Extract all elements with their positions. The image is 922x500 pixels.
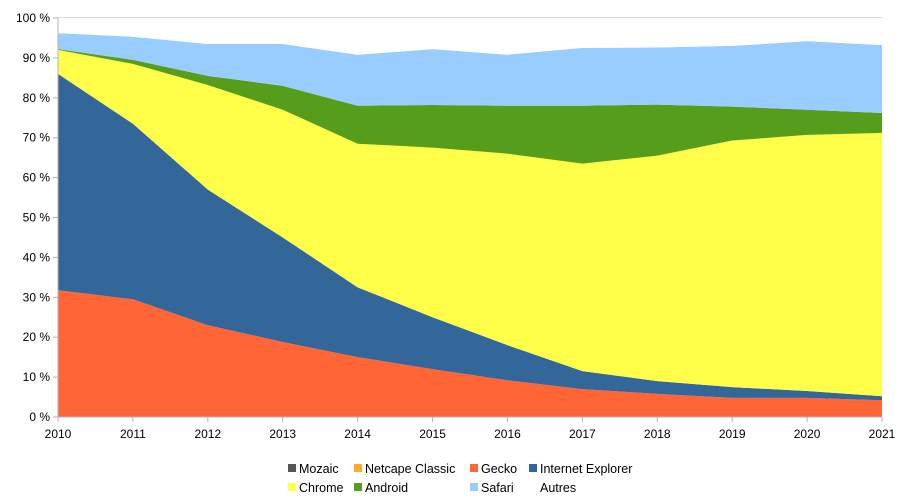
y-tick-label: 10 % [23, 370, 51, 384]
x-tick-label: 2018 [644, 427, 671, 441]
legend-swatch [529, 483, 537, 491]
legend-swatch [288, 483, 296, 491]
legend-label: Autres [540, 481, 576, 495]
x-tick-label: 2010 [45, 427, 72, 441]
y-tick-label: 30 % [23, 290, 51, 304]
y-tick-label: 60 % [23, 171, 51, 185]
x-tick-label: 2017 [569, 427, 596, 441]
y-tick-label: 80 % [23, 91, 51, 105]
x-tick-label: 2016 [494, 427, 521, 441]
x-tick-label: 2021 [869, 427, 896, 441]
legend-label: Internet Explorer [540, 462, 632, 476]
legend: Mozaic Netcape Classic Gecko Internet Explo… [288, 462, 632, 495]
x-tick-label: 2019 [719, 427, 746, 441]
x-tick-label: 2012 [194, 427, 221, 441]
legend-swatch [470, 483, 478, 491]
y-tick-label: 20 % [23, 330, 51, 344]
legend-item-safari: Safari [470, 481, 514, 495]
legend-swatch [529, 464, 537, 472]
legend-item-autres: Autres [529, 481, 576, 495]
legend-label: Netcape Classic [365, 462, 455, 476]
x-tick-label: 2014 [344, 427, 371, 441]
x-tick-label: 2013 [269, 427, 296, 441]
legend-item-android: Android [354, 481, 408, 495]
legend-label: Gecko [481, 462, 517, 476]
area-series-layer [58, 18, 882, 417]
y-tick-label: 70 % [23, 131, 51, 145]
legend-label: Chrome [299, 481, 344, 495]
legend-item-netcape-classic: Netcape Classic [354, 462, 455, 476]
legend-swatch [288, 464, 296, 472]
legend-item-chrome: Chrome [288, 481, 344, 495]
legend-swatch [354, 464, 362, 472]
legend-item-gecko: Gecko [470, 462, 517, 476]
legend-label: Android [365, 481, 408, 495]
legend-swatch [470, 464, 478, 472]
legend-label: Mozaic [299, 462, 339, 476]
x-tick-label: 2020 [794, 427, 821, 441]
y-tick-label: 0 % [29, 410, 50, 424]
legend-label: Safari [481, 481, 514, 495]
legend-item-mozaic: Mozaic [288, 462, 339, 476]
legend-item-internet-explorer: Internet Explorer [529, 462, 632, 476]
legend-swatch [354, 483, 362, 491]
x-tick-label: 2015 [419, 427, 446, 441]
x-tick-label: 2011 [120, 427, 146, 441]
y-tick-label: 100 % [16, 11, 50, 25]
y-tick-label: 40 % [23, 250, 51, 264]
y-tick-label: 50 % [23, 211, 51, 225]
y-tick-label: 90 % [23, 51, 51, 65]
